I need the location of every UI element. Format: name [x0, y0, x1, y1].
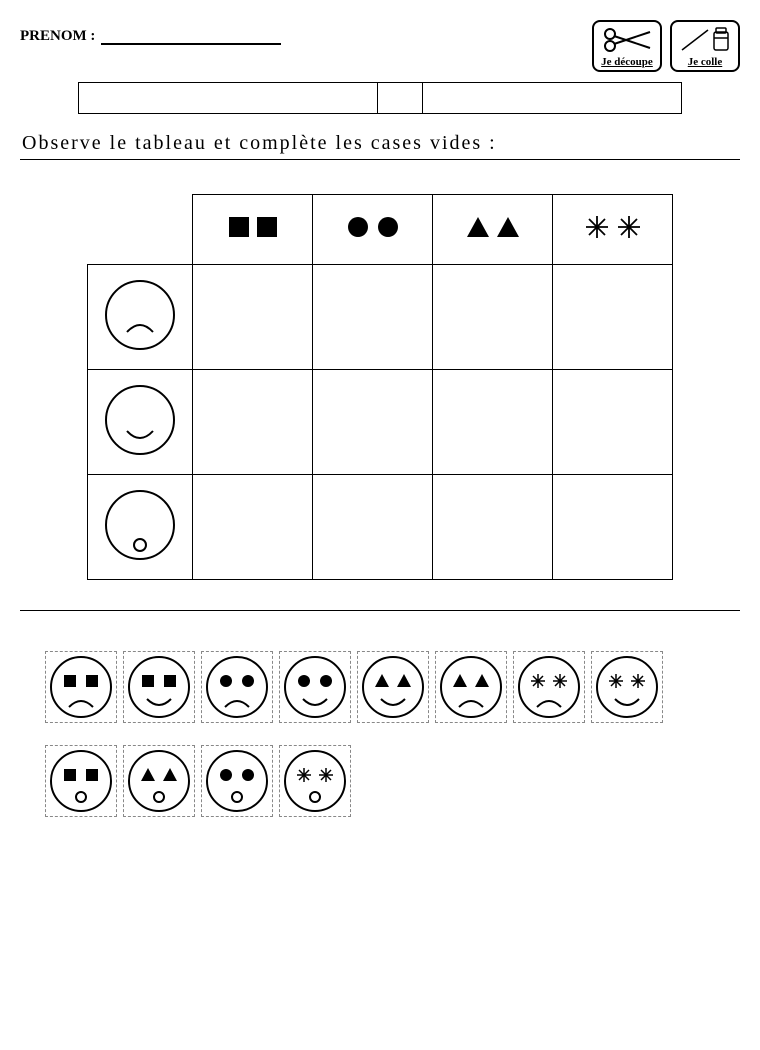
circle-icon	[377, 216, 399, 238]
cutout-tile[interactable]	[201, 745, 273, 817]
row-o	[88, 475, 673, 580]
cutouts-area	[20, 651, 740, 817]
main-grid-wrap	[20, 194, 740, 580]
col-header-circle	[313, 195, 433, 265]
row-frown	[88, 265, 673, 370]
cell-empty[interactable]	[313, 265, 433, 370]
cutout-face-icon	[282, 654, 348, 720]
cutout-tile[interactable]	[279, 745, 351, 817]
face-o-icon	[103, 488, 177, 562]
cutout-tile[interactable]	[45, 745, 117, 817]
cutout-tile[interactable]	[45, 651, 117, 723]
cell-empty[interactable]	[313, 475, 433, 580]
cutout-tile[interactable]	[435, 651, 507, 723]
cutout-tile[interactable]	[513, 651, 585, 723]
cell-empty[interactable]	[553, 475, 673, 580]
glue-label: Je colle	[688, 56, 723, 68]
star-icon	[617, 215, 641, 239]
name-field: PRENOM :	[20, 28, 281, 45]
cell-empty[interactable]	[193, 265, 313, 370]
square-icon	[229, 217, 249, 237]
cutout-face-icon	[48, 654, 114, 720]
cutout-tile[interactable]	[123, 745, 195, 817]
col-header-triangle	[433, 195, 553, 265]
cutout-face-icon	[516, 654, 582, 720]
cutout-face-icon	[126, 748, 192, 814]
square-icon	[257, 217, 277, 237]
segment-2	[378, 82, 422, 114]
face-frown-icon	[103, 278, 177, 352]
cell-empty[interactable]	[553, 265, 673, 370]
cutout-row-2	[45, 745, 740, 817]
corner-empty	[88, 195, 193, 265]
cell-empty[interactable]	[193, 475, 313, 580]
cut-tool: Je découpe	[592, 20, 662, 72]
cell-empty[interactable]	[433, 265, 553, 370]
cutout-face-icon	[438, 654, 504, 720]
segment-1	[78, 82, 378, 114]
cell-empty[interactable]	[433, 370, 553, 475]
cutout-face-icon	[360, 654, 426, 720]
circle-icon	[347, 216, 369, 238]
row-header-smile	[88, 370, 193, 475]
cell-empty[interactable]	[433, 475, 553, 580]
name-input-line[interactable]	[101, 29, 281, 45]
name-label: PRENOM :	[20, 28, 95, 45]
row-header-frown	[88, 265, 193, 370]
glue-tool: Je colle	[670, 20, 740, 72]
cutout-row-1	[45, 651, 740, 723]
triangle-icon	[467, 217, 489, 237]
segment-3	[422, 82, 682, 114]
row-smile	[88, 370, 673, 475]
worksheet-page: PRENOM : Je découpe	[0, 0, 760, 859]
cutout-face-icon	[204, 748, 270, 814]
cell-empty[interactable]	[313, 370, 433, 475]
scissors-icon	[600, 26, 654, 54]
cutout-tile[interactable]	[591, 651, 663, 723]
main-grid	[87, 194, 673, 580]
header-row: PRENOM : Je découpe	[20, 20, 740, 72]
col-header-square	[193, 195, 313, 265]
glue-icon	[678, 26, 732, 54]
cutout-tile[interactable]	[201, 651, 273, 723]
col-header-star	[553, 195, 673, 265]
header-row	[88, 195, 673, 265]
segment-boxes	[20, 82, 740, 114]
cutout-face-icon	[48, 748, 114, 814]
cutout-tile[interactable]	[357, 651, 429, 723]
cell-empty[interactable]	[193, 370, 313, 475]
instruction-text: Observe le tableau et complète les cases…	[22, 132, 740, 155]
cutout-face-icon	[594, 654, 660, 720]
star-icon	[585, 215, 609, 239]
cutout-face-icon	[204, 654, 270, 720]
triangle-icon	[497, 217, 519, 237]
face-smile-icon	[103, 383, 177, 457]
cutout-tile[interactable]	[123, 651, 195, 723]
cell-empty[interactable]	[553, 370, 673, 475]
tool-icons: Je découpe Je colle	[592, 20, 740, 72]
cutout-face-icon	[126, 654, 192, 720]
divider-2	[20, 610, 740, 611]
row-header-o	[88, 475, 193, 580]
cutout-face-icon	[282, 748, 348, 814]
cutout-tile[interactable]	[279, 651, 351, 723]
cut-label: Je découpe	[601, 56, 653, 68]
divider-1	[20, 159, 740, 160]
